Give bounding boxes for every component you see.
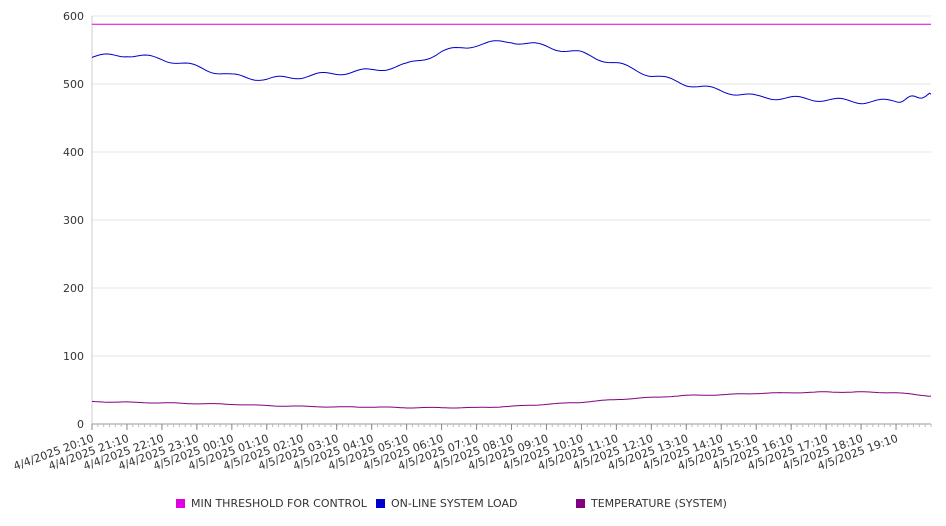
series-line-1 xyxy=(91,40,932,105)
legend-swatch-system-load xyxy=(376,499,385,508)
grid-lines xyxy=(92,15,931,357)
line-chart: 0 100 200 300 400 500 600 4/4/2025 20:104/4/20… xyxy=(12,10,932,473)
y-tick-label-300: 300 xyxy=(63,214,84,227)
series-line-2 xyxy=(91,391,932,409)
y-axis: 0 100 200 300 400 500 600 xyxy=(63,10,93,431)
y-tick-label-600: 600 xyxy=(63,10,84,23)
legend: MIN THRESHOLD FOR CONTROL ON-LINE SYSTEM… xyxy=(0,497,946,515)
legend-label-temperature: TEMPERATURE (SYSTEM) xyxy=(591,497,727,510)
y-tick-label-400: 400 xyxy=(63,146,84,159)
y-tick-label-0: 0 xyxy=(77,418,84,431)
y-tick-label-500: 500 xyxy=(63,78,84,91)
legend-swatch-temperature xyxy=(576,499,585,508)
x-axis: 4/4/2025 20:104/4/2025 21:104/4/2025 22:… xyxy=(12,423,932,473)
series-lines xyxy=(91,23,932,409)
legend-swatch-min-threshold xyxy=(176,499,185,508)
y-tick-label-200: 200 xyxy=(63,282,84,295)
legend-label-system-load: ON-LINE SYSTEM LOAD xyxy=(391,497,518,510)
legend-item-system-load[interactable]: ON-LINE SYSTEM LOAD xyxy=(376,497,517,510)
legend-label-min-threshold: MIN THRESHOLD FOR CONTROL xyxy=(191,497,367,510)
y-tick-label-100: 100 xyxy=(63,350,84,363)
legend-item-temperature[interactable]: TEMPERATURE (SYSTEM) xyxy=(576,497,727,510)
legend-item-min-threshold[interactable]: MIN THRESHOLD FOR CONTROL xyxy=(176,497,367,510)
